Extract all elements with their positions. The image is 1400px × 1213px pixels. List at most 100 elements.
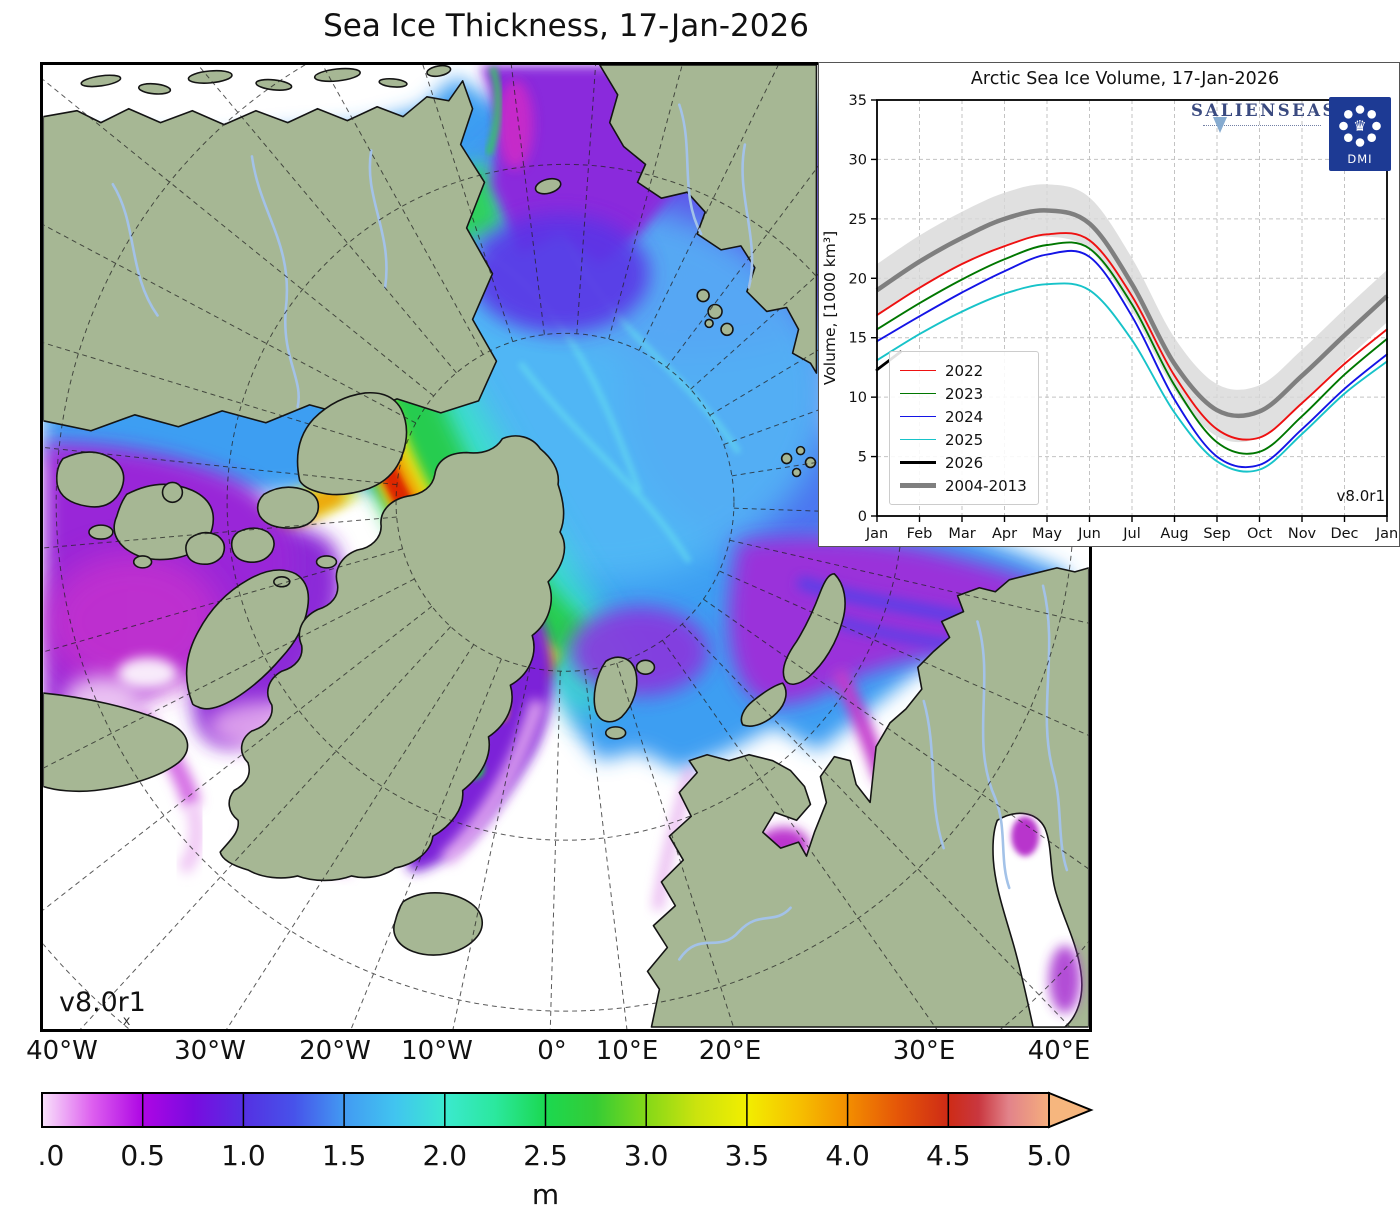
legend-label: 2004-2013 xyxy=(945,476,1027,495)
dmi-crown-icon: ♛ xyxy=(1353,117,1366,135)
land-quebec-labrador xyxy=(43,692,189,793)
land-novaya-zemlya xyxy=(782,573,846,685)
map-lon-label: 0° xyxy=(537,1036,567,1066)
colorbar-unit-label: m xyxy=(532,1178,559,1211)
x-tick-label: Jan xyxy=(865,526,888,542)
y-tick-label: 25 xyxy=(849,212,867,228)
x-tick-label: Oct xyxy=(1247,526,1272,542)
x-tick-label: Jan xyxy=(1375,526,1398,542)
series-2022 xyxy=(876,232,1388,441)
map-lon-label: 20°E xyxy=(698,1036,762,1066)
y-tick-label: 20 xyxy=(849,271,867,287)
land-russia-scandinavia xyxy=(646,567,1089,1028)
chart-legend: 2022 2023 2024 2025 2026 2004-2013 xyxy=(889,351,1039,505)
thickness-colorbar: 0.0 0.5 1.0 1.5 2.0 2.5 3.0 3.5 4.0 4.5 5.0 m xyxy=(20,1090,1102,1212)
rivers xyxy=(111,103,1069,961)
x-tick-label: Jul xyxy=(1122,526,1141,542)
series-2025 xyxy=(876,282,1388,473)
dmi-logo: ♛ DMI xyxy=(1329,97,1391,171)
land-canadian-archipelago xyxy=(55,391,408,710)
legend-label: 2024 xyxy=(945,407,984,426)
legend-swatch xyxy=(900,483,936,488)
colorbar-tick-label: 4.0 xyxy=(825,1139,870,1172)
inset-version-label: v8.0r1 xyxy=(1336,487,1385,505)
ice-gulf-patches xyxy=(1011,816,1081,1014)
land xyxy=(43,65,1089,1028)
legend-label: 2026 xyxy=(945,453,984,472)
x-tick-label: May xyxy=(1032,526,1062,542)
map-lon-label: 10°W xyxy=(401,1036,473,1066)
salienseas-logo: SALIENSEAS xyxy=(1191,101,1341,143)
legend-item: 2026 xyxy=(900,451,1028,474)
y-tick-label: 10 xyxy=(849,390,867,406)
colorbar-tick-label: 1.0 xyxy=(221,1139,266,1172)
map-version-label: v8.0r1 xyxy=(59,987,146,1018)
land-wrangel xyxy=(534,177,562,195)
page-title: Sea Ice Thickness, 17-Jan-2026 xyxy=(323,8,809,44)
y-axis-label: Volume, [1000 km³] xyxy=(821,231,839,385)
y-tick-label: 35 xyxy=(849,93,867,109)
x-tick-label: Feb xyxy=(907,526,933,542)
colorbar-tick-label: 2.5 xyxy=(523,1139,568,1172)
map-lon-label: 40°E xyxy=(1027,1036,1091,1066)
land-iceland xyxy=(393,892,483,956)
x-tick-label: Aug xyxy=(1160,526,1188,542)
land-severnaya-zemlya xyxy=(696,288,710,303)
colorbar-tick-label: 1.5 xyxy=(322,1139,367,1172)
volume-inset-panel: Arctic Sea Ice Volume, 17-Jan-2026 Jan Fe… xyxy=(818,62,1400,547)
legend-swatch xyxy=(900,415,936,418)
legend-swatch xyxy=(900,392,936,395)
map-lon-label: 30°W xyxy=(174,1036,246,1066)
colorbar-tick-label: 0.5 xyxy=(120,1139,165,1172)
series-2024 xyxy=(876,249,1388,469)
y-tick-label: 0 xyxy=(858,509,867,525)
colorbar-arrow xyxy=(1048,1091,1094,1129)
volume-chart: Jan Feb Mar Apr May Jun Jul Aug Sep Oct Nov Dec Jan0… xyxy=(821,93,1398,542)
colorbar-tick-label: 2.0 xyxy=(423,1139,468,1172)
dmi-dots-icon xyxy=(1339,105,1381,147)
land-chukotka-siberia xyxy=(598,65,818,374)
x-tick-label: Sep xyxy=(1203,526,1230,542)
x-tick-label: Apr xyxy=(992,526,1017,542)
land-franz-josef xyxy=(780,452,793,465)
legend-swatch xyxy=(900,461,936,464)
land-svalbard xyxy=(593,656,638,723)
salienseas-wordmark: SALIENSEAS xyxy=(1191,101,1337,120)
map-longitude-axis: 40°W 30°W 20°W 10°W 0° 10°E 20°E 30°E 40°E xyxy=(0,1036,1400,1076)
legend-item: 2025 xyxy=(900,428,1028,451)
y-tick-label: 15 xyxy=(849,331,867,347)
legend-item: 2022 xyxy=(900,359,1028,382)
colorbar-tick-label: 4.5 xyxy=(926,1139,971,1172)
land-greenland xyxy=(219,435,566,882)
legend-label: 2025 xyxy=(945,430,984,449)
legend-label: 2023 xyxy=(945,384,984,403)
colorbar-tick-label: 5.0 xyxy=(1027,1139,1072,1172)
colorbar-tick-label: 0.0 xyxy=(40,1139,64,1172)
x-tick-label: Mar xyxy=(948,526,975,542)
x-tick-label: Jun xyxy=(1077,526,1101,542)
land-north-america xyxy=(43,80,498,432)
y-tick-label: 5 xyxy=(858,450,867,466)
salienseas-iceberg-icon xyxy=(1213,117,1227,133)
map-lon-label: 30°E xyxy=(892,1036,956,1066)
map-lon-label: 10°E xyxy=(595,1036,659,1066)
y-tick-label: 30 xyxy=(849,152,867,168)
series-2004-2013 xyxy=(875,208,1389,419)
legend-swatch xyxy=(900,369,936,372)
salienseas-tagline-rule xyxy=(1203,125,1321,126)
map-lon-label: 20°W xyxy=(299,1036,371,1066)
legend-item: 2023 xyxy=(900,382,1028,405)
x-tick-label: Dec xyxy=(1330,526,1358,542)
colorbar-canvas: 0.0 0.5 1.0 1.5 2.0 2.5 3.0 3.5 4.0 4.5 5.0 m xyxy=(20,1091,1094,1211)
colorbar-tick-label: 3.0 xyxy=(624,1139,669,1172)
legend-item: 2004-2013 xyxy=(900,474,1028,497)
map-x-mark: x xyxy=(123,1014,131,1029)
dmi-wordmark: DMI xyxy=(1347,152,1372,166)
legend-swatch xyxy=(900,438,936,441)
colorbar-tick-label: 3.5 xyxy=(725,1139,770,1172)
map-lon-label: 40°W xyxy=(26,1036,98,1066)
x-tick-label: Nov xyxy=(1288,526,1317,542)
series-2023 xyxy=(876,241,1388,455)
inset-chart-title: Arctic Sea Ice Volume, 17-Jan-2026 xyxy=(970,69,1280,89)
